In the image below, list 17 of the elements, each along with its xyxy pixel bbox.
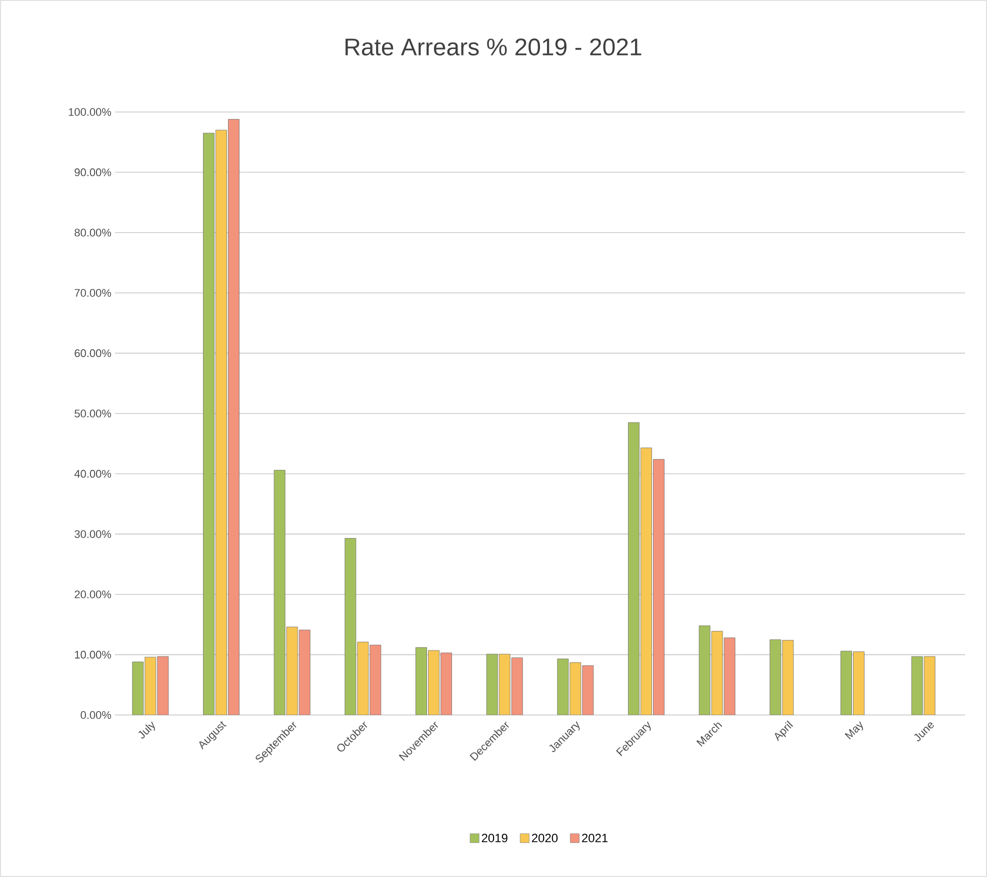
y-tick-label: 40.00% <box>74 470 112 478</box>
y-tick-label: 100.00% <box>68 108 112 116</box>
legend-label: 2020 <box>532 834 558 842</box>
y-tick-label: 0.00% <box>80 711 112 719</box>
legend-label: 2019 <box>482 834 508 842</box>
y-tick-label: 50.00% <box>74 410 112 418</box>
chart-title: Rate Arrears % 2019 - 2021 <box>346 38 642 56</box>
y-tick-label: 20.00% <box>74 590 112 598</box>
y-tick-label: 10.00% <box>74 650 112 659</box>
x-tick-label: May <box>844 721 864 740</box>
y-tick-label: 90.00% <box>74 168 112 176</box>
legend-label: 2021 <box>582 834 608 842</box>
y-tick-label: 70.00% <box>74 289 112 297</box>
y-tick-label: 30.00% <box>74 530 112 538</box>
y-tick-label: 60.00% <box>74 349 112 358</box>
x-tick-label: July <box>138 722 156 739</box>
y-tick-label: 80.00% <box>74 228 112 236</box>
